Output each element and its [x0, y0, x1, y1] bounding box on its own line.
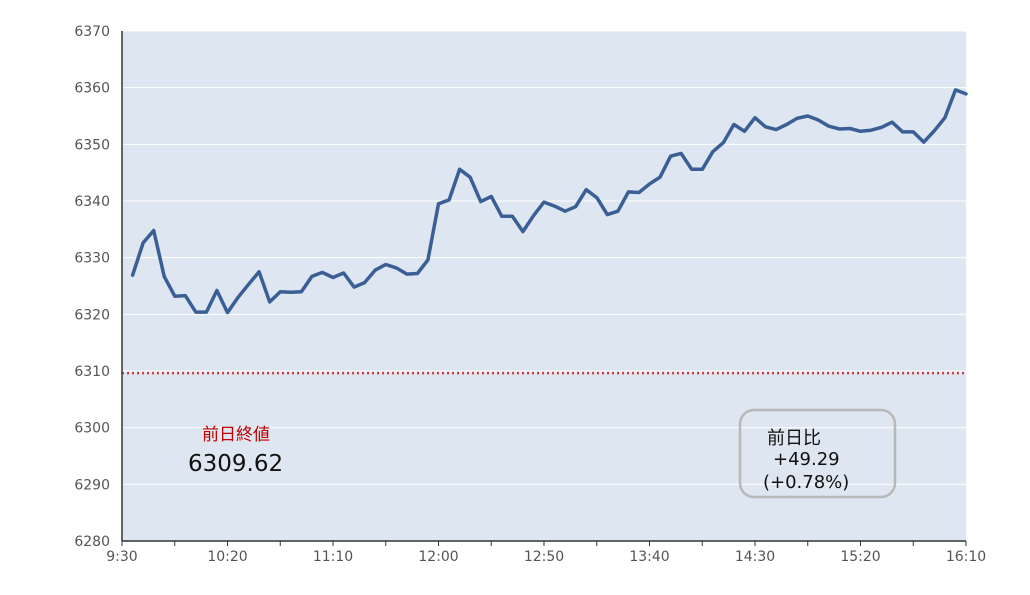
x-tick-label: 12:00 [418, 549, 458, 565]
x-tick-label: 13:40 [629, 549, 669, 565]
x-tick-label: 10:20 [207, 549, 247, 565]
x-tick-label: 16:10 [946, 549, 986, 565]
change-label: 前日比 [767, 428, 821, 449]
y-tick-label: 6370 [74, 24, 110, 40]
previous-close-value: 6309.62 [188, 451, 283, 477]
y-tick-label: 6290 [74, 477, 110, 493]
x-axis-tick-labels: 9:30 10:20 11:10 12:00 12:50 13:40 14:30 15:20 1… [106, 549, 986, 565]
x-axis-ticks [121, 541, 967, 546]
x-tick-label: 9:30 [106, 549, 137, 565]
y-tick-label: 6280 [74, 534, 110, 550]
y-tick-label: 6310 [74, 364, 110, 380]
y-axis-tick-labels: 6280 6290 6300 6310 6320 6330 6340 6350 6360 6370 [74, 24, 110, 550]
index-price-line [130, 88, 968, 315]
x-tick-label: 14:30 [735, 549, 775, 565]
x-tick-label: 11:10 [313, 549, 353, 565]
y-tick-label: 6360 [74, 81, 110, 97]
y-tick-label: 6350 [74, 137, 110, 153]
y-tick-label: 6320 [74, 307, 110, 323]
x-tick-label: 15:20 [840, 549, 880, 565]
y-tick-label: 6330 [74, 251, 110, 267]
change-percent: (+0.78%) [763, 472, 849, 493]
previous-close-label: 前日終値 [202, 425, 270, 445]
y-tick-label: 6300 [74, 421, 110, 437]
change-box [738, 408, 897, 499]
x-tick-label: 12:50 [524, 549, 564, 565]
change-value: +49.29 [773, 449, 840, 470]
y-tick-label: 6340 [74, 194, 110, 210]
